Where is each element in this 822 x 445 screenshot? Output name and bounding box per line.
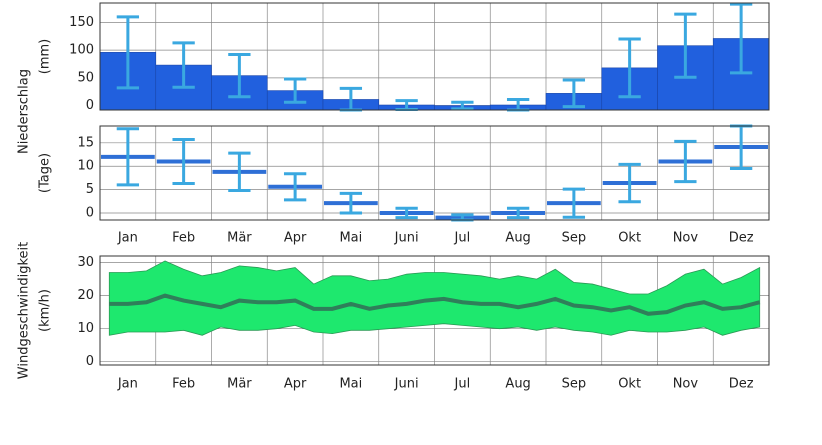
x-tick-label: Nov: [673, 377, 699, 392]
y-tick-label: 0: [86, 354, 94, 369]
y-axis-title: Niederschlag: [17, 69, 32, 154]
x-tick-label: Mai: [339, 231, 362, 246]
y-axis-title: Windgeschwindigkeit: [17, 242, 32, 379]
x-tick-label: Jul: [454, 377, 471, 392]
y-axis-title: (km/h): [38, 289, 53, 332]
error-bar: [674, 139, 697, 184]
x-tick-label: Aug: [505, 377, 530, 392]
y-tick-label: 30: [77, 255, 94, 270]
x-tick-label: Jan: [117, 377, 138, 392]
y-tick-label: 5: [86, 182, 94, 197]
error-bar: [618, 162, 641, 204]
wind-mean-line: [109, 293, 761, 316]
plot-frame: [99, 125, 770, 221]
error-bar: [172, 41, 195, 89]
y-tick-label: 10: [77, 321, 94, 336]
x-tick-label: Mär: [227, 377, 252, 392]
x-tick-label: Apr: [284, 231, 307, 246]
x-tick-label: Juni: [394, 231, 419, 246]
x-tick-label: Okt: [618, 231, 641, 246]
y-tick-label: 0: [86, 205, 94, 220]
error-bar: [451, 100, 474, 111]
x-tick-label: Juni: [394, 377, 419, 392]
plot-frame: [99, 2, 770, 111]
y-axis-title: (Tage): [38, 153, 53, 193]
error-bar: [562, 78, 586, 109]
x-tick-label: Jul: [454, 231, 471, 246]
error-bar: [228, 53, 251, 99]
error-bar: [283, 172, 307, 202]
x-tick-label: Sep: [562, 231, 587, 246]
y-axis-title: (mm): [38, 39, 53, 74]
x-tick-label: Feb: [172, 377, 195, 392]
x-tick-label: Apr: [284, 377, 307, 392]
x-tick-label: Jan: [117, 231, 138, 246]
x-tick-label: Sep: [562, 377, 587, 392]
error-bar: [116, 15, 140, 90]
x-tick-label: Mär: [227, 231, 252, 246]
error-bar: [395, 206, 418, 220]
y-tick-label: 100: [69, 43, 94, 58]
x-tick-label: Feb: [172, 231, 195, 246]
plot-frame: [99, 255, 770, 366]
x-tick-label: Dez: [729, 377, 754, 392]
error-bar: [618, 37, 641, 99]
x-tick-label: Dez: [729, 231, 754, 246]
error-bar: [506, 206, 530, 220]
x-tick-label: Nov: [673, 231, 699, 246]
error-bar: [116, 127, 140, 187]
error-bar: [729, 2, 753, 75]
x-tick-label: Okt: [618, 377, 641, 392]
y-tick-label: 50: [77, 70, 94, 85]
error-bar: [395, 99, 418, 111]
y-tick-label: 150: [69, 15, 94, 30]
x-tick-label: Mai: [339, 377, 362, 392]
error-bar: [172, 138, 195, 186]
y-tick-label: 15: [77, 135, 94, 150]
y-tick-label: 20: [77, 288, 94, 303]
error-bar: [562, 187, 586, 219]
error-bar: [674, 12, 697, 79]
error-bar: [283, 77, 307, 104]
error-bar: [228, 151, 251, 193]
x-tick-label: Aug: [505, 231, 530, 246]
y-tick-label: 0: [86, 98, 94, 113]
error-bar: [339, 191, 363, 215]
y-tick-label: 10: [77, 159, 94, 174]
